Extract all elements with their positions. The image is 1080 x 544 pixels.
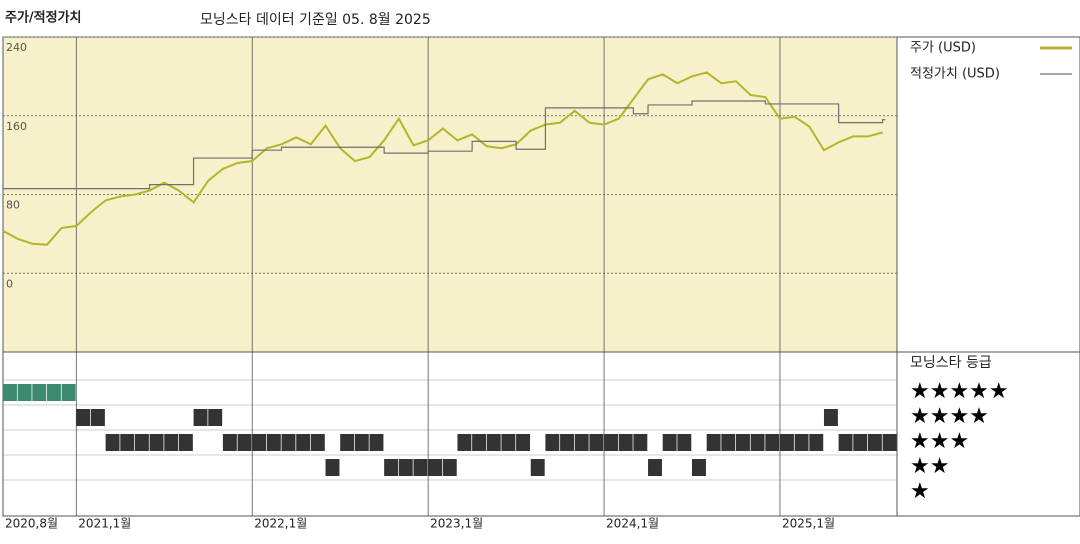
rating-bar bbox=[662, 434, 677, 451]
x-tick-label: 2022,1월 bbox=[254, 517, 307, 531]
rating-bar bbox=[105, 434, 120, 451]
rating-bar bbox=[398, 459, 413, 476]
rating-bar bbox=[560, 434, 575, 451]
rating-label: ★ bbox=[910, 479, 930, 504]
rating-bar bbox=[32, 384, 47, 401]
rating-bar bbox=[208, 409, 223, 426]
rating-bar bbox=[838, 434, 853, 451]
rating-bar bbox=[149, 434, 164, 451]
rating-bar bbox=[76, 409, 91, 426]
series-line bbox=[3, 100, 886, 190]
rating-bar bbox=[779, 434, 794, 451]
rating-bar bbox=[486, 434, 501, 451]
rating-bar bbox=[633, 434, 648, 451]
rating-bar bbox=[809, 434, 824, 451]
rating-bar bbox=[677, 434, 692, 451]
rating-bar bbox=[164, 434, 179, 451]
rating-bar bbox=[618, 434, 633, 451]
rating-bar bbox=[17, 384, 32, 401]
rating-bar bbox=[413, 459, 428, 476]
rating-bar bbox=[750, 434, 765, 451]
rating-bar bbox=[530, 459, 545, 476]
legend-label: 적정가치 (USD) bbox=[910, 67, 1000, 82]
rating-bar bbox=[545, 434, 560, 451]
rating-bar bbox=[46, 384, 61, 401]
rating-bar bbox=[516, 434, 531, 451]
chart-subtitle: 모닝스타 데이터 기준일 05. 8월 2025 bbox=[200, 12, 431, 28]
rating-bar bbox=[354, 434, 369, 451]
rating-bar bbox=[765, 434, 780, 451]
rating-bar bbox=[281, 434, 296, 451]
x-tick-label: 2021,1월 bbox=[78, 517, 131, 531]
rating-bar bbox=[61, 384, 76, 401]
legend-label: 주가 (USD) bbox=[910, 41, 976, 56]
rating-bar bbox=[296, 434, 311, 451]
rating-bar bbox=[867, 434, 882, 451]
rating-bar bbox=[3, 384, 17, 401]
y-tick-label: 0 bbox=[6, 277, 13, 290]
rating-bar bbox=[222, 434, 237, 451]
rating-bar bbox=[604, 434, 618, 451]
rating-title: 모닝스타 등급 bbox=[910, 355, 992, 371]
rating-bar bbox=[648, 459, 662, 476]
rating-label: ★★★★ bbox=[910, 404, 989, 429]
rating-label: ★★ bbox=[910, 454, 949, 479]
rating-bar bbox=[369, 434, 384, 451]
rating-bar bbox=[266, 434, 281, 451]
rating-bar bbox=[237, 434, 252, 451]
chart-title: 주가/적정가치 bbox=[5, 10, 82, 26]
rating-bar bbox=[589, 434, 604, 451]
rating-bar bbox=[428, 459, 443, 476]
rating-bar bbox=[736, 434, 750, 451]
rating-bar bbox=[853, 434, 868, 451]
rating-bar bbox=[501, 434, 516, 451]
rating-bar bbox=[721, 434, 736, 451]
x-tick-label: 2025,1월 bbox=[782, 517, 835, 531]
rating-bar bbox=[882, 434, 897, 451]
rating-bar bbox=[134, 434, 149, 451]
rating-label: ★★★ bbox=[910, 429, 969, 454]
rating-bar bbox=[252, 434, 267, 451]
frame bbox=[2, 36, 1080, 517]
rating-bar bbox=[178, 434, 193, 451]
rating-bar bbox=[325, 459, 340, 476]
rating-bar bbox=[340, 434, 355, 451]
rating-bar bbox=[706, 434, 721, 451]
rating-bar bbox=[120, 434, 135, 451]
rating-bar bbox=[794, 434, 809, 451]
rating-bar bbox=[472, 434, 487, 451]
rating-bar bbox=[823, 409, 838, 426]
rating-bar bbox=[574, 434, 589, 451]
rating-bar bbox=[442, 459, 457, 476]
y-tick-label: 160 bbox=[6, 120, 27, 133]
rating-bar bbox=[384, 459, 399, 476]
y-tick-label: 240 bbox=[6, 41, 27, 54]
x-tick-label: 2024,1월 bbox=[606, 517, 659, 531]
x-tick-label: 2020,8월 bbox=[5, 517, 58, 531]
rating-label: ★★★★★ bbox=[910, 379, 1009, 404]
rating-bar bbox=[310, 434, 325, 451]
x-tick-label: 2023,1월 bbox=[430, 517, 483, 531]
rating-bar bbox=[193, 409, 208, 426]
y-tick-label: 80 bbox=[6, 199, 20, 212]
rating-bar bbox=[90, 409, 105, 426]
rating-bar bbox=[692, 459, 706, 476]
rating-bar bbox=[457, 434, 472, 451]
series-line bbox=[2, 71, 883, 246]
